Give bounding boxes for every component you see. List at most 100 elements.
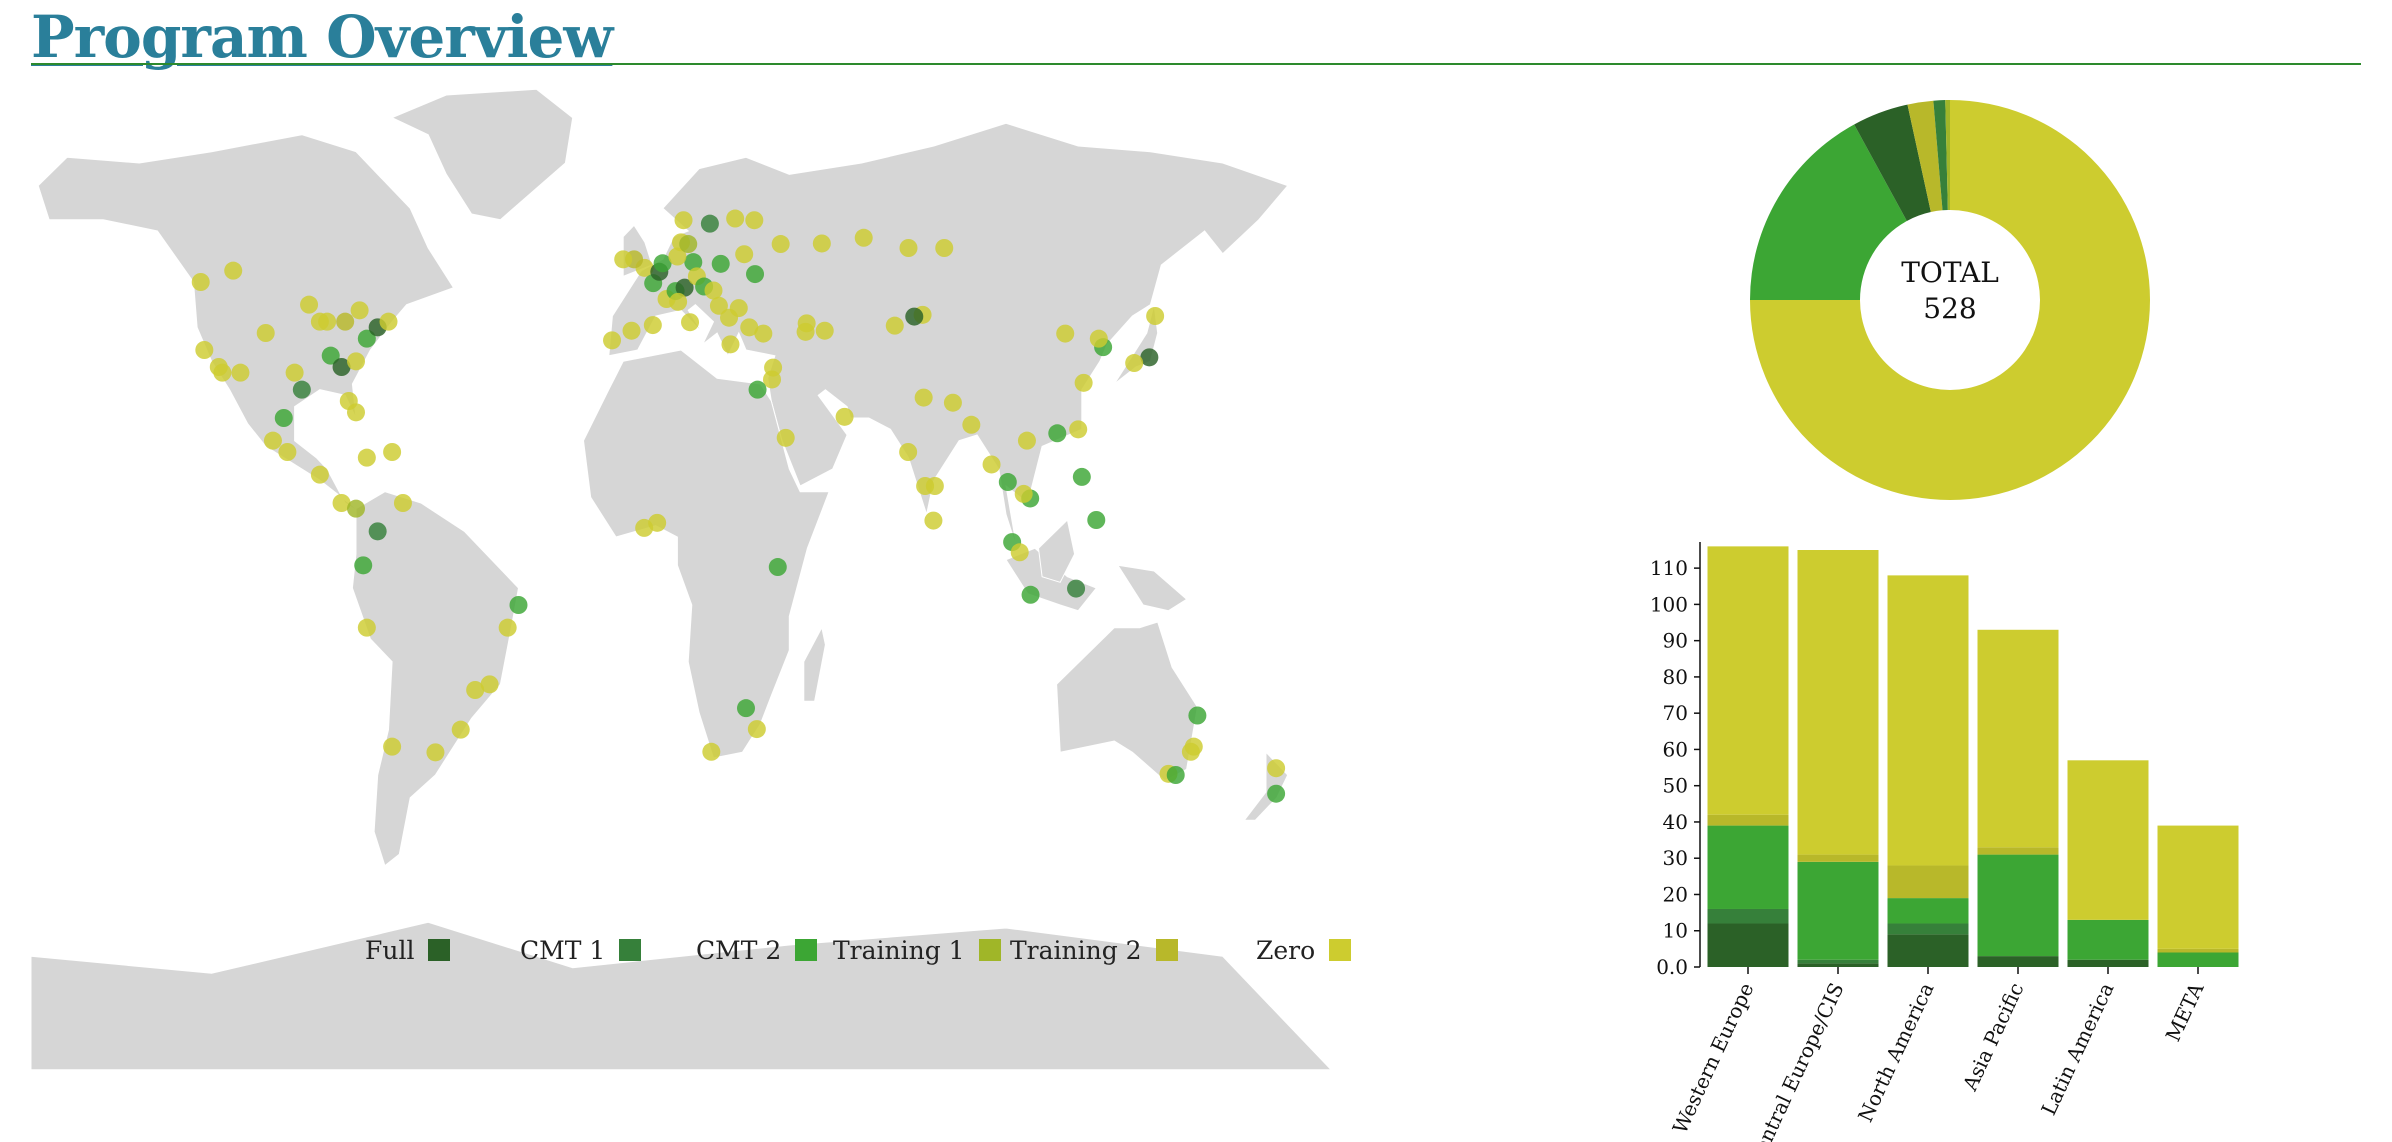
map-point[interactable] [274, 409, 293, 427]
donut-slice[interactable] [1945, 100, 1950, 211]
bar-segment[interactable] [2067, 919, 2149, 960]
map-point[interactable] [746, 265, 765, 284]
map-point[interactable] [721, 335, 740, 354]
map-point[interactable] [935, 239, 954, 257]
map-point[interactable] [285, 363, 304, 382]
map-point[interactable] [924, 511, 943, 530]
bar-segment[interactable] [1887, 865, 1969, 899]
map-point[interactable] [603, 331, 622, 350]
map-point[interactable] [383, 737, 402, 756]
map-point[interactable] [899, 239, 918, 257]
bar-segment[interactable] [1707, 814, 1789, 826]
map-point[interactable] [702, 742, 721, 761]
map-point[interactable] [451, 720, 470, 739]
map-point[interactable] [383, 443, 402, 461]
bar-segment[interactable] [1887, 575, 1969, 866]
map-point[interactable] [812, 234, 831, 253]
map-point[interactable] [357, 329, 376, 348]
map-point[interactable] [643, 316, 662, 335]
map-point[interactable] [1267, 759, 1286, 778]
map-point[interactable] [962, 415, 981, 434]
map-point[interactable] [1067, 579, 1086, 598]
map-point[interactable] [393, 494, 412, 512]
map-point[interactable] [357, 618, 376, 637]
map-point[interactable] [763, 370, 781, 389]
map-point[interactable] [332, 358, 351, 376]
bar-segment[interactable] [1887, 934, 1969, 967]
bar-segment[interactable] [1977, 956, 2059, 967]
map-point[interactable] [679, 235, 698, 254]
map-point[interactable] [318, 312, 337, 331]
map-point[interactable] [740, 318, 759, 337]
map-point[interactable] [1087, 511, 1106, 529]
bar-segment[interactable] [1707, 546, 1789, 815]
map-point[interactable] [1184, 737, 1203, 756]
map-point[interactable] [1014, 484, 1033, 503]
map-point[interactable] [339, 392, 358, 410]
map-point[interactable] [835, 407, 854, 426]
map-point[interactable] [1089, 329, 1108, 348]
map-point[interactable] [982, 455, 1001, 474]
map-point[interactable] [622, 321, 641, 340]
map-point[interactable] [681, 313, 700, 332]
map-point[interactable] [998, 473, 1017, 492]
bar-segment[interactable] [1797, 963, 1879, 967]
donut-slice[interactable] [1933, 100, 1948, 211]
donut-chart[interactable] [1740, 90, 2160, 510]
map-point[interactable] [943, 393, 962, 412]
bar-segment[interactable] [1707, 908, 1789, 924]
map-point[interactable] [796, 322, 815, 341]
map-point[interactable] [905, 307, 924, 326]
bar-segment[interactable] [1797, 550, 1879, 855]
donut-slice[interactable] [1750, 124, 1907, 300]
map-point[interactable] [674, 211, 693, 230]
map-point[interactable] [332, 494, 351, 512]
map-point[interactable] [498, 618, 517, 637]
map-point[interactable] [278, 443, 297, 461]
map-point[interactable] [336, 312, 355, 331]
map-point[interactable] [1021, 585, 1040, 604]
map-point[interactable] [379, 312, 398, 331]
map-point[interactable] [213, 363, 232, 382]
map-point[interactable] [300, 295, 319, 314]
map-point[interactable] [669, 292, 688, 311]
map-point[interactable] [899, 443, 918, 461]
map-point[interactable] [653, 254, 672, 273]
map-point[interactable] [854, 228, 873, 247]
map-point[interactable] [1146, 307, 1165, 325]
map-point[interactable] [1072, 467, 1091, 486]
map-point[interactable] [815, 321, 834, 340]
bar-segment[interactable] [1707, 923, 1789, 967]
bar-segment[interactable] [1707, 825, 1789, 909]
stacked-bar-chart[interactable]: 0.0 10 20 30 40 50 60 70 80 90 100 110 Western Europ… [1620, 530, 2260, 1142]
map-point[interactable] [711, 254, 730, 273]
map-point[interactable] [195, 341, 214, 359]
bar-segment[interactable] [1797, 959, 1879, 964]
bar-segment[interactable] [2157, 948, 2239, 953]
map-point[interactable] [914, 388, 933, 407]
map-point[interactable] [310, 465, 329, 484]
bar-segment[interactable] [2067, 760, 2149, 920]
map-point[interactable] [635, 518, 654, 537]
map-point[interactable] [321, 346, 340, 365]
map-point[interactable] [1267, 784, 1286, 803]
map-point[interactable] [426, 743, 445, 762]
map-point[interactable] [776, 428, 795, 447]
map-point[interactable] [368, 522, 387, 541]
map-point[interactable] [1017, 431, 1036, 450]
map-point[interactable] [925, 477, 944, 495]
map-point[interactable] [292, 380, 311, 399]
map-point[interactable] [480, 675, 499, 694]
donut-slice[interactable] [1854, 104, 1931, 222]
bar-segment[interactable] [1797, 854, 1879, 862]
map-point[interactable] [885, 316, 904, 335]
bar-segment[interactable] [1977, 854, 2059, 957]
map-point[interactable] [263, 431, 282, 450]
map-point[interactable] [684, 253, 703, 272]
map-point[interactable] [1010, 543, 1029, 562]
map-point[interactable] [1069, 420, 1088, 439]
map-point[interactable] [1048, 424, 1067, 443]
map-point[interactable] [1188, 706, 1207, 725]
map-point[interactable] [704, 281, 723, 300]
map-point[interactable] [709, 296, 728, 315]
